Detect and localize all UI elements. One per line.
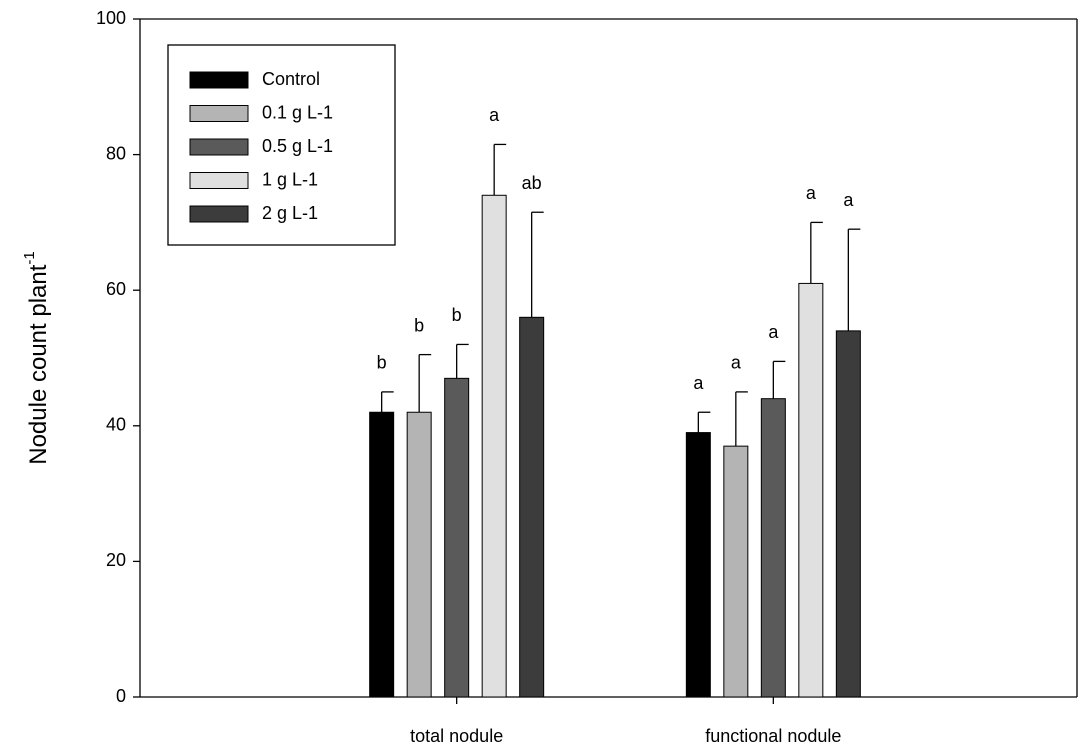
legend-label: 2 g L-1 [262, 203, 318, 223]
bar [723, 445, 749, 698]
significance-letter: a [489, 105, 500, 125]
y-axis-label-superscript: -1 [21, 251, 38, 264]
significance-letter: b [414, 315, 424, 335]
significance-letter: a [806, 183, 817, 203]
legend-swatch [189, 105, 249, 122]
legend-swatch [189, 172, 249, 189]
y-tick-label: 20 [106, 550, 126, 570]
significance-letter: b [377, 353, 387, 373]
y-tick-label: 100 [96, 8, 126, 28]
y-axis-label-text: Nodule count plant [25, 264, 52, 464]
y-tick-label: 60 [106, 279, 126, 299]
significance-letter: a [768, 322, 779, 342]
bar [519, 316, 545, 698]
legend-swatch [189, 71, 249, 89]
bar [481, 194, 507, 698]
bar [760, 398, 786, 698]
bar [798, 282, 824, 698]
legend-swatch [189, 205, 249, 223]
bar [685, 432, 711, 698]
y-tick-label: 80 [106, 143, 126, 163]
significance-letter: a [693, 373, 704, 393]
legend-label: 1 g L-1 [262, 169, 318, 189]
x-tick-label: functional nodule [705, 726, 841, 746]
significance-letter: a [843, 190, 854, 210]
significance-letter: b [452, 305, 462, 325]
legend-swatch [189, 138, 249, 156]
y-axis-label: Nodule count plant-1 [21, 251, 52, 465]
legend-label: 0.1 g L-1 [262, 102, 333, 122]
legend-label: Control [262, 69, 320, 89]
y-tick-label: 0 [116, 686, 126, 706]
bar [406, 411, 432, 698]
bar [369, 411, 395, 698]
bar [835, 330, 861, 698]
y-tick-label: 40 [106, 415, 126, 435]
bar [444, 377, 470, 698]
significance-letter: ab [522, 173, 542, 193]
x-tick-label: total nodule [410, 726, 503, 746]
significance-letter: a [731, 353, 742, 373]
legend-label: 0.5 g L-1 [262, 136, 333, 156]
